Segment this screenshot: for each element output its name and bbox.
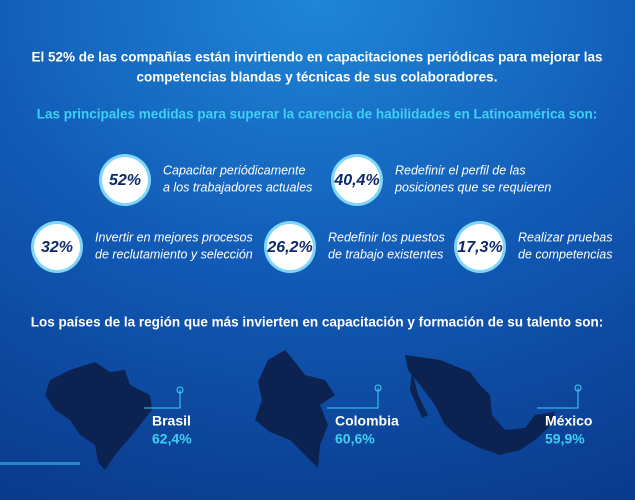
measure-text: Capacitar periódicamente — [163, 163, 305, 177]
connector — [144, 390, 181, 409]
measure-value: 40,4% — [333, 172, 379, 189]
connector-dot — [374, 384, 382, 392]
intro-line: competencias blandas y técnicas de sus c… — [137, 70, 498, 85]
country-name: México — [545, 413, 592, 429]
connector — [327, 388, 379, 409]
measure-text: de trabajo existentes — [328, 247, 443, 261]
measure-text: Invertir en mejores procesos — [95, 230, 253, 244]
measure-value: 32% — [41, 239, 73, 256]
countries-heading: Los países de la región que más invierte… — [31, 315, 603, 330]
countries: Brasil 62,4% Colombia 60,6% México 59,9% — [144, 384, 592, 447]
circle — [334, 157, 380, 203]
circle — [34, 224, 80, 270]
connector-dot — [574, 384, 582, 392]
country-name: Colombia — [335, 413, 399, 429]
measure-value: 17,3% — [457, 239, 502, 256]
measure-text: Realizar pruebas — [518, 230, 613, 244]
decor-line — [0, 462, 80, 465]
measure-text: de competencias — [518, 247, 613, 261]
measure-text: a los trabajadores actuales — [163, 180, 312, 194]
measure-text: de reclutamiento y selección — [95, 247, 253, 261]
country-value: 59,9% — [545, 431, 585, 447]
country-value: 62,4% — [152, 431, 192, 447]
circle — [267, 224, 313, 270]
connector — [537, 388, 579, 409]
measure-text: posiciones que se requieren — [394, 180, 551, 194]
circle — [102, 157, 148, 203]
mexico-map — [405, 355, 555, 455]
brazil-map — [45, 362, 152, 470]
circle — [457, 224, 503, 270]
subtitle: Las principales medidas para superar la … — [37, 107, 597, 122]
measure-value: 52% — [109, 172, 141, 189]
measure-value: 26,2% — [266, 239, 312, 256]
country-name: Brasil — [152, 413, 191, 429]
connector-dot — [176, 386, 184, 394]
measure-text: Redefinir los puestos — [328, 230, 445, 244]
colombia-map — [255, 350, 335, 468]
measures: 52% Capacitar periódicamente a los trabaja… — [31, 154, 613, 273]
measure-text: Redefinir el perfil de las — [395, 163, 526, 177]
intro-line: El 52% de las compañías están invirtiend… — [32, 50, 603, 65]
country-value: 60,6% — [335, 431, 375, 447]
